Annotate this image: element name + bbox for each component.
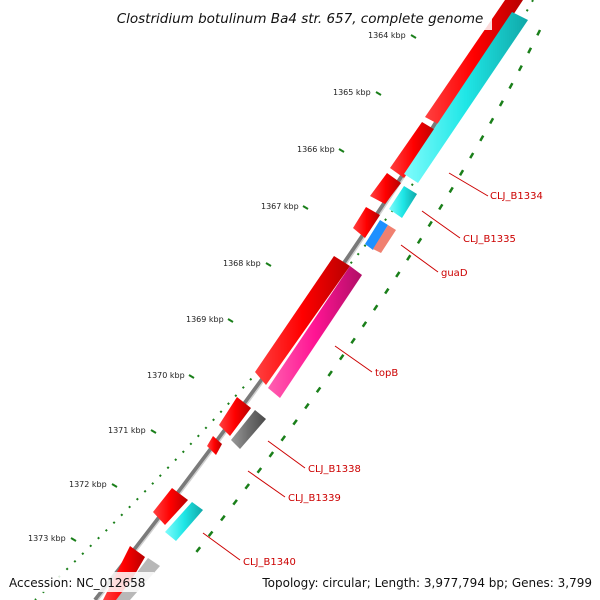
inner-tick-row: [189, 29, 542, 561]
gene-label[interactable]: guaD: [441, 268, 468, 279]
gene-red-5: [255, 256, 350, 385]
leader-line: [334, 345, 373, 373]
gene-label[interactable]: topB: [375, 368, 398, 379]
gene-label[interactable]: CLJ_B1335: [463, 234, 516, 245]
gene-label[interactable]: CLJ_B1340: [243, 557, 296, 568]
gene-grey-1: [231, 410, 266, 449]
title-backdrop: [108, 6, 492, 30]
leader-line: [247, 470, 286, 498]
scale-ticks: [70, 34, 417, 542]
gene-label-leaders: [202, 172, 489, 561]
kbp-label: 1364 kbp: [368, 31, 406, 40]
kbp-tick: [111, 483, 118, 488]
kbp-label: 1372 kbp: [69, 480, 107, 489]
footer-summary-backdrop: [256, 572, 596, 592]
kbp-label: 1365 kbp: [333, 88, 371, 97]
kbp-tick: [188, 374, 195, 379]
gene-red-4: [353, 207, 380, 238]
scale-labels: 1364 kbp 1365 kbp 1366 kbp 1367 kbp 1368…: [28, 31, 406, 543]
kbp-tick: [375, 91, 382, 96]
kbp-label: 1368 kbp: [223, 259, 261, 268]
gene-red-6: [219, 397, 251, 436]
accession-text: Accession: NC_012658: [9, 576, 145, 590]
gene-cyan-2: [389, 186, 417, 218]
kbp-label: 1371 kbp: [108, 426, 146, 435]
kbp-tick: [338, 148, 345, 153]
kbp-tick: [227, 318, 234, 323]
kbp-label: 1373 kbp: [28, 534, 66, 543]
kbp-tick: [302, 205, 309, 210]
gene-cyan-1: [404, 12, 528, 183]
inner-track-genes: [116, 12, 528, 600]
gene-blue-1: [365, 220, 388, 250]
kbp-label: 1369 kbp: [186, 315, 224, 324]
gene-label[interactable]: CLJ_B1334: [490, 191, 543, 202]
gene-label[interactable]: CLJ_B1339: [288, 493, 341, 504]
gene-label[interactable]: CLJ_B1338: [308, 464, 361, 475]
gene-salmon-1: [373, 225, 396, 253]
leader-line: [202, 532, 241, 561]
leader-line: [421, 210, 461, 239]
kbp-tick: [265, 262, 272, 267]
gene-red-2: [390, 122, 437, 178]
gene-red-3: [370, 173, 401, 204]
genome-summary-text: Topology: circular; Length: 3,977,794 bp…: [261, 576, 592, 590]
leader-line: [400, 244, 439, 273]
gene-cyan-3: [165, 502, 203, 541]
map-title: Clostridium botulinum Ba4 str. 657, comp…: [117, 11, 484, 27]
leader-line: [267, 440, 306, 469]
kbp-tick: [70, 537, 77, 542]
kbp-label: 1367 kbp: [261, 202, 299, 211]
kbp-tick: [150, 429, 157, 434]
kbp-tick: [410, 34, 417, 39]
gene-red-8: [153, 488, 188, 525]
kbp-label: 1370 kbp: [147, 371, 185, 380]
footer-accession-backdrop: [4, 572, 154, 592]
gene-labels: CLJ_B1334 CLJ_B1335 guaD topB CLJ_B1338 …: [243, 191, 543, 568]
gene-red-1: [425, 0, 523, 125]
gene-magenta-1: [268, 266, 362, 398]
kbp-label: 1366 kbp: [297, 145, 335, 154]
leader-line: [448, 172, 489, 197]
gene-red-7: [207, 436, 222, 455]
